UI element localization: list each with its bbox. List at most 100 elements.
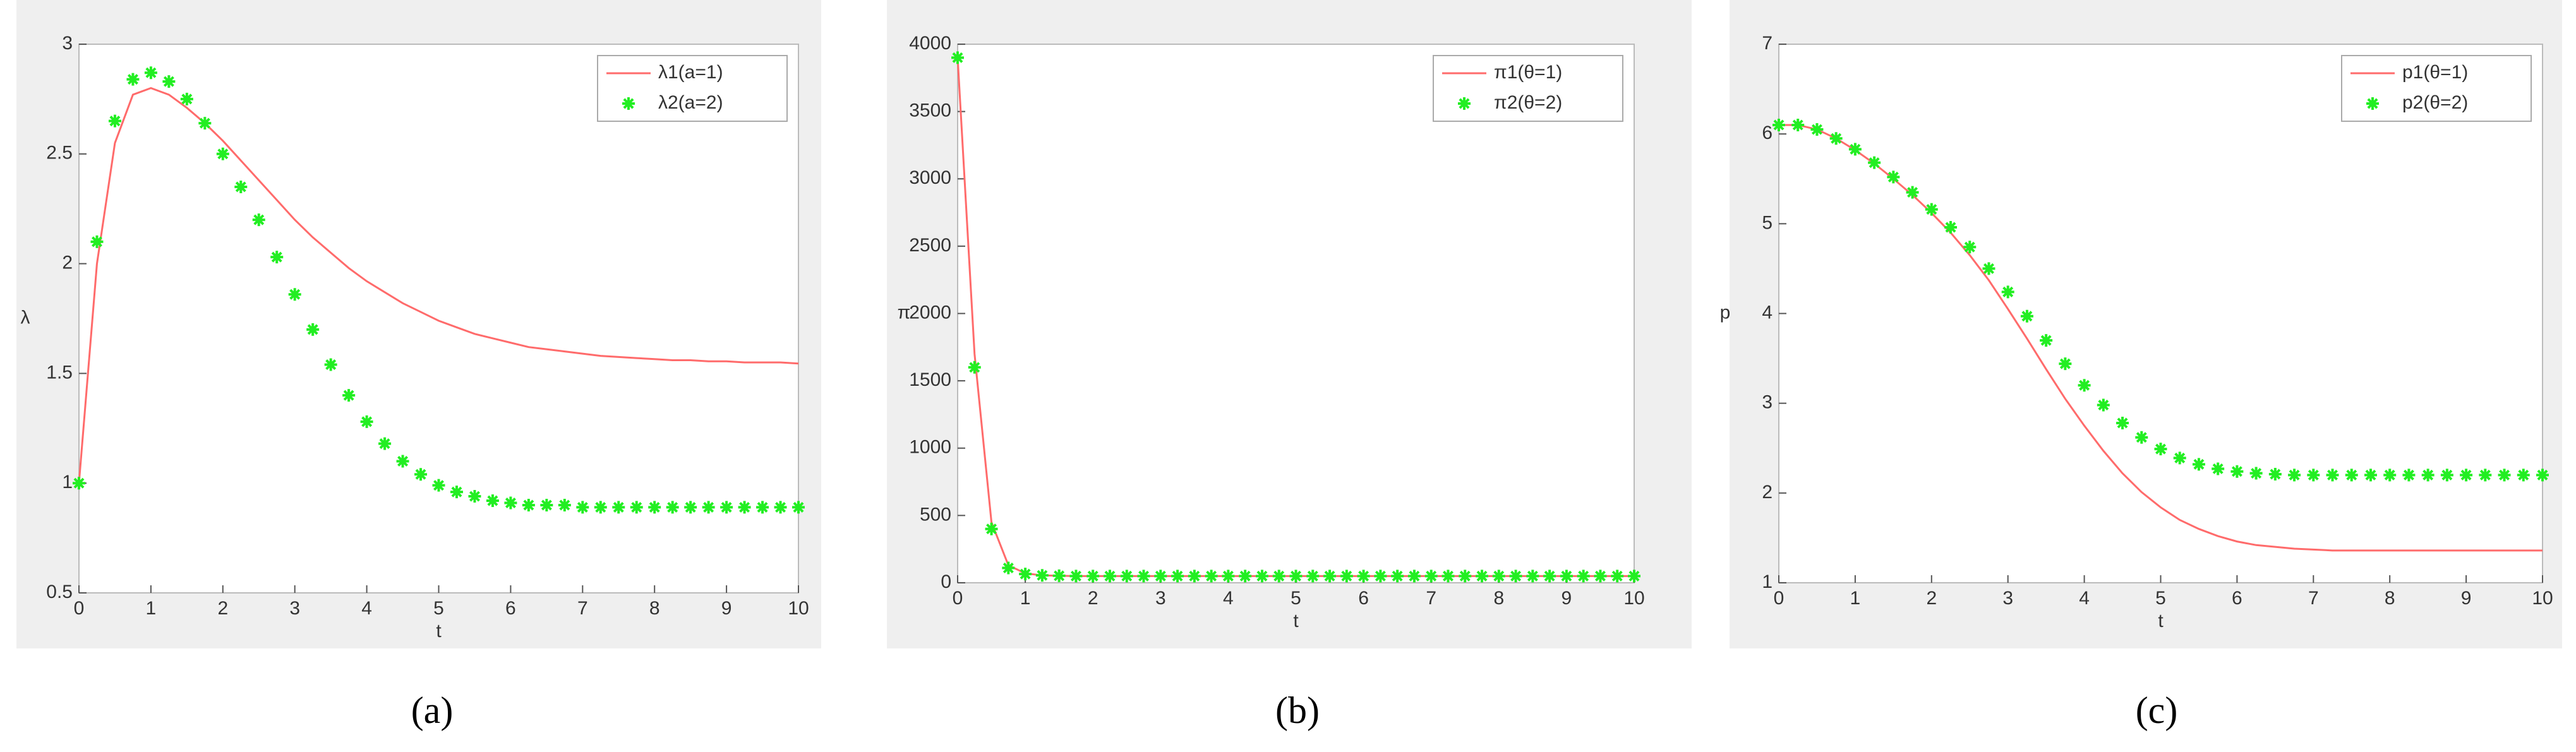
star-marker xyxy=(180,92,193,105)
legend: λ1(a=1) λ2(a=2) xyxy=(597,55,788,122)
star-marker xyxy=(2154,443,2167,456)
star-marker xyxy=(1120,570,1133,583)
star-marker xyxy=(2001,285,2014,299)
star-marker xyxy=(2498,469,2511,482)
star-marker xyxy=(2345,469,2358,482)
star-marker xyxy=(1103,570,1116,583)
star-marker xyxy=(378,437,392,450)
star-marker xyxy=(1810,123,1824,136)
star-marker xyxy=(666,501,679,514)
star-marker xyxy=(1829,132,1843,145)
star-marker xyxy=(1407,570,1421,583)
caption: (c) xyxy=(2136,689,2178,731)
star-marker xyxy=(2268,467,2282,480)
star-marker xyxy=(1492,570,1505,583)
y-tick-label: 1000 xyxy=(909,437,951,458)
x-tick-label: 1 xyxy=(1020,588,1031,609)
star-marker xyxy=(1019,568,1032,581)
x-tick-label: 7 xyxy=(577,598,588,619)
star-marker xyxy=(1086,570,1100,583)
y-tick-label: 2 xyxy=(1762,482,1773,503)
x-tick-label: 9 xyxy=(721,598,732,619)
star-marker xyxy=(2383,469,2397,482)
x-tick-label: 9 xyxy=(2461,588,2472,609)
x-tick-label: 2 xyxy=(217,598,228,619)
star-marker xyxy=(558,498,571,511)
caption: (a) xyxy=(411,689,454,731)
star-marker xyxy=(162,75,176,88)
star-marker xyxy=(306,323,320,336)
x-tick-label: 3 xyxy=(2002,588,2013,609)
x-tick-label: 6 xyxy=(2232,588,2242,609)
star-marker xyxy=(1306,570,1320,583)
legend-label: π2(θ=2) xyxy=(1494,92,1562,113)
legend-box xyxy=(597,55,788,122)
star-marker xyxy=(1154,570,1167,583)
star-marker xyxy=(2020,309,2033,323)
y-tick-label: 7 xyxy=(1762,33,1773,54)
star-marker xyxy=(270,251,284,264)
star-marker xyxy=(2040,334,2053,347)
star-marker xyxy=(2402,469,2416,482)
star-marker xyxy=(126,73,140,86)
star-marker xyxy=(2097,398,2110,412)
star-marker xyxy=(288,288,301,301)
star-marker xyxy=(2173,451,2186,465)
y-tick-label: 4000 xyxy=(909,33,951,54)
star-marker xyxy=(2307,469,2320,482)
y-tick-label: 1 xyxy=(62,472,73,492)
y-tick-label: 5 xyxy=(1762,212,1773,233)
star-marker xyxy=(2536,469,2549,482)
star-marker xyxy=(1272,570,1285,583)
star-marker xyxy=(324,358,337,371)
star-marker xyxy=(198,117,212,130)
legend-label: λ1(a=1) xyxy=(658,62,723,83)
x-tick-label: 9 xyxy=(1562,588,1572,609)
star-marker xyxy=(252,213,265,227)
star-marker xyxy=(1791,118,1805,131)
x-tick-label: 5 xyxy=(433,598,444,619)
star-marker xyxy=(2364,469,2377,482)
star-marker xyxy=(2116,416,2129,429)
legend-label: λ2(a=2) xyxy=(658,92,723,113)
x-tick-label: 8 xyxy=(649,598,660,619)
star-marker xyxy=(774,501,787,514)
star-marker xyxy=(1239,570,1252,583)
star-marker xyxy=(1002,561,1015,575)
legend: π1(θ=1) π2(θ=2) xyxy=(1433,55,1623,122)
x-tick-label: 0 xyxy=(74,598,85,619)
y-tick-label: 2.5 xyxy=(46,143,73,164)
star-marker xyxy=(1035,569,1049,582)
star-marker xyxy=(792,501,805,514)
x-axis-label: t xyxy=(2158,611,2164,631)
star-marker xyxy=(2249,467,2263,480)
star-marker xyxy=(468,490,481,503)
star-marker xyxy=(702,501,715,514)
star-marker xyxy=(756,501,769,514)
caption: (b) xyxy=(1275,689,1320,731)
y-tick-label: 2000 xyxy=(909,302,951,323)
y-tick-label: 1 xyxy=(1762,571,1773,592)
y-tick-label: 3000 xyxy=(909,167,951,188)
star-marker xyxy=(522,498,535,511)
x-axis-label: t xyxy=(436,621,442,642)
x-tick-label: 2 xyxy=(1088,588,1098,609)
star-marker xyxy=(540,498,553,511)
star-marker xyxy=(612,501,625,514)
y-tick-label: 0.5 xyxy=(46,582,73,602)
y-axis-label: λ xyxy=(21,307,30,328)
star-marker xyxy=(1577,570,1590,583)
x-tick-label: 5 xyxy=(2155,588,2166,609)
y-tick-label: 0 xyxy=(941,571,951,592)
x-tick-label: 1 xyxy=(146,598,157,619)
star-marker xyxy=(1773,118,1785,131)
star-marker xyxy=(630,501,643,514)
star-marker xyxy=(576,501,589,514)
star-marker xyxy=(1289,570,1303,583)
star-marker xyxy=(1069,570,1083,583)
star-marker xyxy=(1982,262,1995,275)
plot-area xyxy=(957,44,1635,583)
